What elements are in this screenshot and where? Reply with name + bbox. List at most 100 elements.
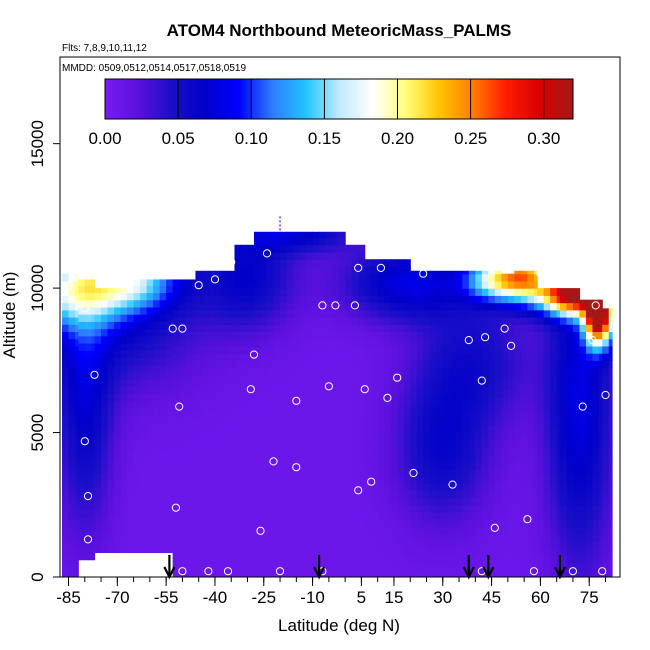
heatmap-cell — [358, 244, 366, 253]
heatmap-cell — [527, 360, 535, 369]
heatmap-cell — [166, 279, 174, 286]
heatmap-cell — [214, 425, 223, 434]
heatmap-cell — [598, 331, 603, 340]
heatmap-cell — [140, 444, 148, 452]
heatmap-cell — [475, 483, 483, 491]
heatmap-cell — [410, 410, 418, 419]
heatmap-cell — [114, 501, 122, 510]
heatmap-cell — [592, 418, 600, 426]
heatmap-cell — [332, 331, 340, 340]
heatmap-cell — [488, 360, 496, 369]
heatmap-cell — [78, 364, 86, 373]
heatmap-cell — [166, 545, 174, 554]
heatmap-cell — [293, 288, 301, 296]
heatmap-cell — [133, 400, 141, 409]
heatmap-cell — [371, 533, 379, 542]
heatmap-cell — [227, 324, 236, 333]
heatmap-cell — [358, 540, 366, 549]
heatmap-cell — [91, 436, 96, 445]
heatmap-cell — [192, 425, 197, 434]
heatmap-cell — [543, 490, 551, 499]
heatmap-cell — [507, 331, 515, 340]
heatmap-cell — [332, 418, 340, 426]
heatmap-cell — [332, 382, 340, 390]
heatmap-cell — [332, 309, 340, 318]
heatmap-cell — [345, 439, 353, 448]
heatmap-cell — [384, 374, 392, 383]
heatmap-cell — [559, 475, 568, 484]
heatmap-cell — [533, 389, 538, 398]
heatmap-cell — [312, 295, 320, 304]
heatmap-cell — [579, 540, 587, 549]
heatmap-cell — [254, 266, 262, 275]
heatmap-cell — [140, 545, 148, 554]
heatmap-cell — [325, 317, 333, 325]
heatmap-cell — [107, 400, 115, 409]
heatmap-cell — [403, 266, 411, 275]
heatmap-cell — [75, 389, 79, 398]
heatmap-cell — [91, 451, 96, 460]
heatmap-cell — [436, 475, 444, 484]
heatmap-cell — [133, 487, 141, 496]
heatmap-cell — [390, 432, 398, 441]
heatmap-cell — [208, 396, 216, 405]
heatmap-cell — [201, 447, 210, 455]
heatmap-cell — [254, 548, 262, 556]
heatmap-cell — [254, 231, 262, 239]
heatmap-cell — [455, 519, 463, 528]
heatmap-cell — [533, 345, 538, 354]
heatmap-cell — [520, 331, 528, 340]
heatmap-cell — [299, 432, 307, 441]
heatmap-cell — [468, 483, 476, 491]
heatmap-cell — [234, 497, 242, 506]
heatmap-cell — [494, 324, 502, 333]
heatmap-cell — [62, 490, 70, 499]
heatmap-cell — [166, 530, 174, 539]
heatmap-cell — [423, 418, 431, 426]
heatmap-cell — [221, 288, 229, 296]
heatmap-cell — [306, 454, 314, 463]
heatmap-cell — [84, 343, 92, 351]
heatmap-cell — [201, 519, 210, 528]
heatmap-cell — [585, 548, 594, 556]
heatmap-cell — [364, 540, 372, 549]
heatmap-cell — [410, 295, 418, 304]
colorbar — [104, 78, 574, 120]
heatmap-cell — [91, 408, 96, 416]
heatmap-cell — [455, 273, 463, 282]
heatmap-cell — [364, 497, 372, 506]
heatmap-cell — [559, 353, 568, 361]
heatmap-cell — [325, 266, 333, 275]
heatmap-cell — [94, 335, 102, 344]
heatmap-cell — [312, 439, 320, 448]
heatmap-cell — [153, 538, 161, 546]
heatmap-cell — [543, 317, 551, 325]
heatmap-cell — [114, 408, 122, 416]
heatmap-cell — [572, 418, 581, 426]
heatmap-cell — [514, 512, 522, 520]
heatmap-cell — [195, 497, 203, 506]
heatmap-cell — [527, 461, 535, 470]
heatmap-cell — [442, 345, 450, 354]
x-tick-label: 75 — [580, 588, 599, 607]
heatmap-cell — [468, 447, 476, 455]
heatmap-cell — [306, 410, 314, 419]
x-tick-label: -70 — [105, 588, 130, 607]
heatmap-cell — [101, 306, 109, 315]
heatmap-cell — [602, 526, 610, 535]
heatmap-cell — [475, 432, 483, 441]
heatmap-cell — [377, 353, 385, 361]
heatmap-cell — [140, 415, 148, 424]
heatmap-cell — [403, 483, 411, 491]
heatmap-cell — [234, 504, 242, 513]
heatmap-cell — [481, 497, 489, 506]
heatmap-cell — [159, 393, 167, 402]
heatmap-cell — [273, 504, 281, 513]
heatmap-cell — [592, 338, 600, 347]
heatmap-cell — [293, 504, 301, 513]
heatmap-cell — [140, 436, 148, 445]
heatmap-cell — [384, 540, 392, 549]
heatmap-cell — [488, 497, 496, 506]
heatmap-cell — [533, 425, 538, 434]
heatmap-cell — [403, 540, 411, 549]
